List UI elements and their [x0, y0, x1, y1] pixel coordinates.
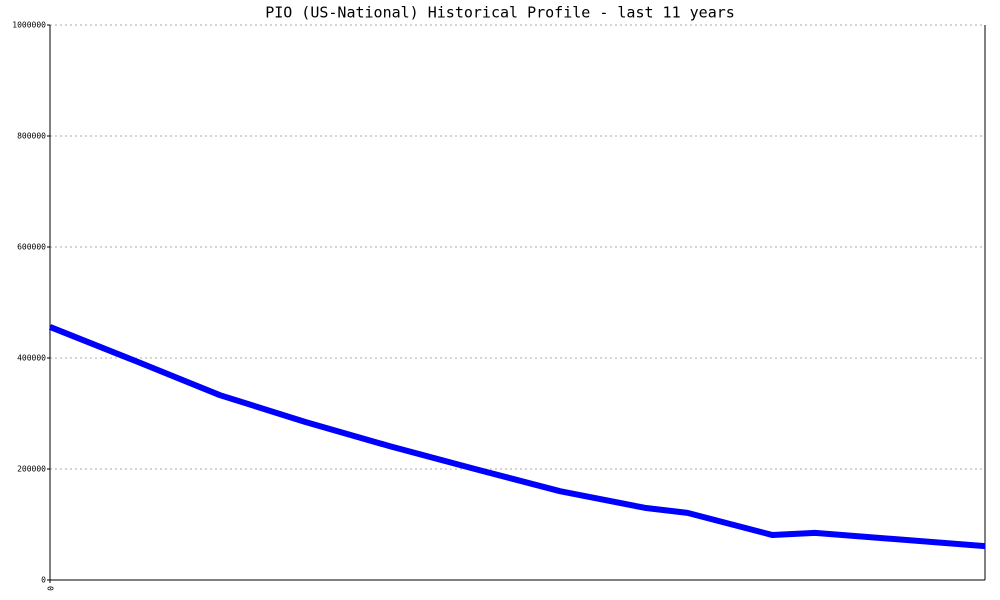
x-tick-label: 0	[46, 586, 55, 591]
y-tick-label: 800000	[17, 132, 46, 141]
y-tick-label: 600000	[17, 243, 46, 252]
y-tick-label: 1000000	[12, 21, 46, 30]
chart-title: PIO (US-National) Historical Profile - l…	[265, 4, 735, 22]
line	[48, 324, 986, 550]
y-tick-label: 400000	[17, 354, 46, 363]
y-tick-label: 200000	[17, 465, 46, 474]
y-tick-label: 0	[41, 576, 46, 585]
